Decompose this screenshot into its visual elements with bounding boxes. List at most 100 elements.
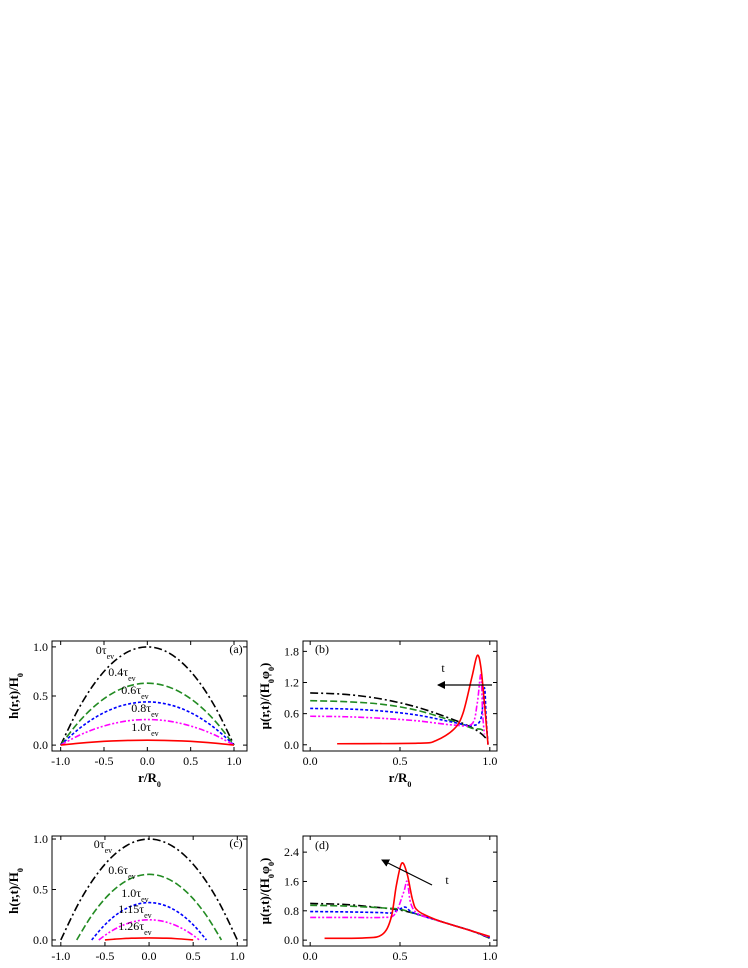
x-axis-label: r/R0	[138, 965, 161, 968]
y-tick-label: 0.0	[284, 933, 299, 947]
annotation: 0.4τev	[108, 665, 135, 683]
x-tick-label: 0.0	[142, 949, 157, 963]
x-tick-label: 1.0	[482, 754, 497, 768]
text-part: 0τ	[94, 837, 105, 851]
annotation: 1.26τev	[118, 919, 151, 937]
x-axis-label: r/R0	[389, 770, 412, 789]
text-part: 1.26τ	[118, 919, 144, 933]
text-part: r/R	[389, 770, 408, 785]
text-part: r/R	[389, 965, 408, 968]
text-part: 0.4τ	[108, 665, 128, 679]
text-part: 0.6τ	[108, 863, 128, 877]
y-tick-label: 0.0	[33, 738, 48, 752]
data-line	[60, 682, 235, 746]
subscript: ev	[128, 674, 136, 683]
annotation: t	[441, 661, 445, 675]
text-part: μ(r,t)/(H	[257, 683, 272, 729]
x-tick-label: 0.0	[303, 949, 318, 963]
data-line	[310, 904, 491, 939]
data-line	[324, 862, 491, 940]
subscript: ev	[105, 846, 113, 855]
x-tick-label: 0.5	[393, 949, 408, 963]
plot-area	[310, 862, 491, 940]
x-tick-label: 0.5	[183, 754, 198, 768]
x-tick-label: 0.5	[186, 949, 201, 963]
data-line	[60, 701, 235, 746]
subscript: ev	[107, 652, 115, 661]
subscript: ev	[151, 710, 159, 719]
y-tick-label: 0.0	[33, 933, 48, 947]
subscript: ev	[144, 911, 152, 920]
annotation: 1.0τev	[121, 886, 148, 904]
plot-area	[59, 646, 235, 746]
data-line	[91, 901, 208, 941]
x-tick-label: -0.5	[95, 949, 114, 963]
annotation: 1.15τev	[118, 902, 151, 920]
y-axis-label: h(r,t)/H0	[6, 673, 25, 719]
data-line	[98, 918, 200, 941]
text-part: r/R	[138, 965, 157, 968]
data-line	[76, 873, 223, 941]
y-tick-label: 0.6	[284, 707, 299, 721]
y-tick-label: 0.5	[33, 689, 48, 703]
text-part: h(r,t)/H	[6, 677, 21, 719]
data-line	[59, 646, 235, 746]
y-tick-label: 1.8	[284, 644, 299, 658]
subscript: ev	[144, 928, 152, 937]
subscript: ev	[141, 692, 149, 701]
panel-label: (d)	[315, 838, 329, 852]
x-tick-label: -0.5	[95, 754, 114, 768]
text-part: φ	[257, 866, 272, 874]
y-axis-label: μ(r,t)/(H0φ0)	[257, 663, 276, 730]
y-tick-label: 1.0	[33, 640, 48, 654]
subscript: 0	[157, 780, 161, 789]
data-line	[337, 654, 489, 745]
text-part: t	[441, 661, 445, 675]
text-part: r/R	[138, 770, 157, 785]
text-part: t	[445, 873, 449, 887]
data-line	[310, 906, 491, 939]
data-line	[310, 692, 487, 740]
x-tick-label: 0.5	[393, 754, 408, 768]
data-line	[60, 838, 239, 941]
panel-label: (a)	[229, 642, 242, 656]
subscript: ev	[128, 872, 136, 881]
text-part: φ	[257, 671, 272, 679]
subscript: 0	[16, 673, 25, 677]
data-line	[60, 718, 235, 746]
annotation: 0.8τev	[131, 701, 158, 719]
y-tick-label: 1.0	[33, 832, 48, 846]
data-line	[310, 699, 485, 733]
subscript: ev	[151, 729, 159, 738]
annotation: 0.6τev	[108, 863, 135, 881]
text-part: 1.0τ	[131, 720, 151, 734]
y-tick-label: 2.4	[284, 845, 299, 859]
x-tick-label: 1.0	[482, 949, 497, 963]
subscript: ev	[141, 895, 149, 904]
subscript: 0	[267, 667, 276, 671]
data-line	[310, 673, 486, 735]
y-tick-label: 1.6	[284, 874, 299, 888]
text-part: 0τ	[96, 643, 107, 657]
arrow	[381, 859, 433, 886]
x-tick-label: 0.0	[303, 754, 318, 768]
data-line	[60, 739, 235, 746]
plot-area	[60, 838, 239, 941]
x-tick-label: -1.0	[51, 949, 70, 963]
y-tick-label: 1.2	[284, 676, 299, 690]
text-part: μ(r,t)/(H	[257, 878, 272, 924]
axes-frame	[51, 640, 248, 752]
x-tick-label: 1.0	[227, 754, 242, 768]
annotation: 0.6τev	[121, 683, 148, 701]
annotation: 0τev	[96, 643, 114, 661]
subscript: 0	[267, 679, 276, 683]
text-part: 1.0τ	[121, 886, 141, 900]
x-tick-label: -1.0	[51, 754, 70, 768]
plot-area	[310, 654, 489, 745]
panel-label: (c)	[229, 836, 242, 850]
subscript: 0	[16, 868, 25, 872]
subscript: 0	[267, 862, 276, 866]
annotation: t	[445, 873, 449, 887]
y-axis-label: μ(r,t)/(H0φ0)	[257, 858, 276, 925]
